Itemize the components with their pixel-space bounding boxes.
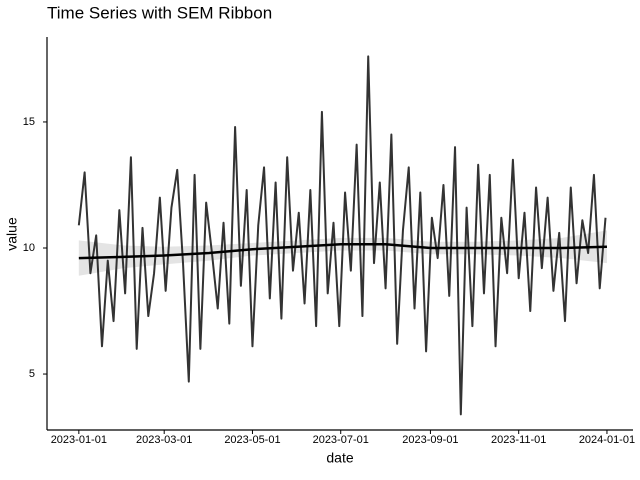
x-tick-label: 2023-09-01 [402,434,458,446]
series-line [77,55,607,416]
y-tick-label: 5 [29,368,35,380]
y-tick-label: 10 [23,242,35,254]
x-tick-label: 2023-01-01 [51,434,107,446]
x-tick-label: 2023-05-01 [224,434,280,446]
x-tick-label: 2023-07-01 [313,434,369,446]
x-tick-label: 2023-11-01 [491,434,546,446]
chart-title: Time Series with SEM Ribbon [47,3,272,22]
y-tick-label: 15 [23,116,35,128]
x-tick-label: 2023-03-01 [136,434,192,446]
x-axis-label: date [326,450,353,466]
mean-line [78,242,607,260]
x-tick-label: 2024-01-01 [579,434,635,446]
y-axis-label: value [4,217,20,251]
